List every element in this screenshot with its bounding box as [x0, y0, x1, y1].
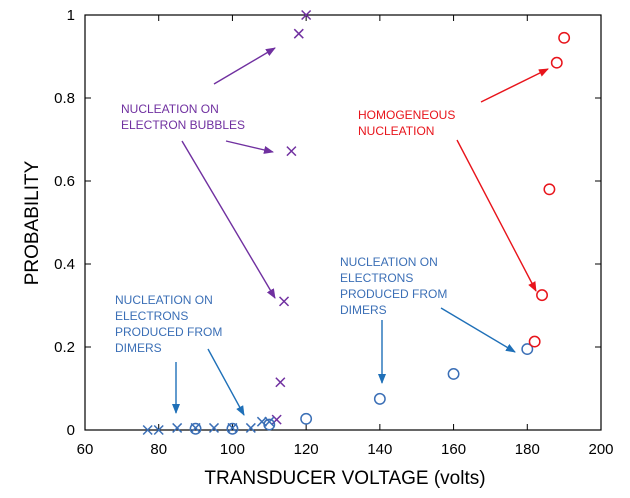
circle-marker — [226, 422, 239, 435]
plot-frame — [84, 14, 602, 431]
x-marker — [301, 9, 312, 21]
x-tick-label: 140 — [367, 441, 392, 458]
circle-marker — [521, 343, 534, 356]
x-tick-label: 80 — [150, 441, 167, 458]
arrow-dimers-left-2 — [207, 348, 245, 416]
annotation-bubbles: NUCLEATION ON ELECTRON BUBBLES — [121, 102, 245, 132]
axis-tick-labels: 60 80 100 120 140 160 180 200 0 0.2 0.4 0.6 0.8 1 — [54, 7, 613, 458]
arrow-homog-2 — [456, 139, 537, 292]
data-points — [142, 9, 571, 436]
annotation-dimers-left: NUCLEATION ON ELECTRONS PRODUCED FROM DI… — [115, 293, 226, 355]
x-marker — [142, 424, 153, 436]
arrow-bubbles-2 — [225, 140, 274, 154]
y-tick-label: 0.6 — [54, 173, 75, 190]
x-marker — [256, 416, 267, 427]
x-tick-label: 200 — [588, 441, 613, 458]
circle-marker — [373, 392, 386, 405]
x-tick-label: 180 — [515, 441, 540, 458]
x-marker — [278, 296, 290, 307]
y-tick-label: 0.8 — [54, 90, 75, 107]
arrow-homog-1 — [480, 68, 549, 103]
circle-marker — [558, 31, 571, 44]
x-marker — [286, 146, 297, 157]
x-marker — [208, 422, 220, 433]
y-tick-label: 0 — [67, 422, 75, 439]
circle-marker — [300, 412, 313, 425]
x-marker — [245, 422, 256, 433]
circle-marker — [528, 335, 541, 348]
x-tick-label: 160 — [441, 441, 466, 458]
axis-ticks — [84, 14, 602, 431]
x-marker — [264, 416, 275, 427]
x-axis-title: TRANSDUCER VOLTAGE (volts) — [204, 468, 485, 489]
x-marker — [293, 28, 304, 39]
x-tick-label: 120 — [294, 441, 319, 458]
circle-marker — [536, 289, 548, 302]
y-tick-label: 0.2 — [54, 339, 75, 356]
x-marker — [153, 424, 164, 436]
annotation-homogeneous: HOMOGENEOUS NUCLEATION — [358, 108, 459, 138]
annotation-dimers-right: NUCLEATION ON ELECTRONS PRODUCED FROM DI… — [340, 255, 451, 317]
arrow-dimers-right-2 — [440, 307, 516, 353]
circle-marker — [550, 56, 563, 69]
arrow-bubbles-3 — [181, 140, 276, 299]
y-tick-label: 1 — [67, 7, 75, 24]
circle-marker — [543, 183, 556, 196]
x-marker — [172, 422, 183, 433]
x-tick-label: 100 — [220, 441, 245, 458]
x-tick-label: 60 — [77, 441, 94, 458]
y-axis-title: PROBABILITY — [22, 160, 43, 285]
arrow-bubbles-1 — [213, 47, 276, 85]
circle-marker — [263, 418, 276, 431]
x-marker — [275, 377, 286, 388]
y-tick-label: 0.4 — [54, 256, 75, 273]
annotation-arrows — [172, 47, 549, 416]
circle-marker — [447, 368, 460, 380]
circle-marker — [189, 422, 202, 435]
